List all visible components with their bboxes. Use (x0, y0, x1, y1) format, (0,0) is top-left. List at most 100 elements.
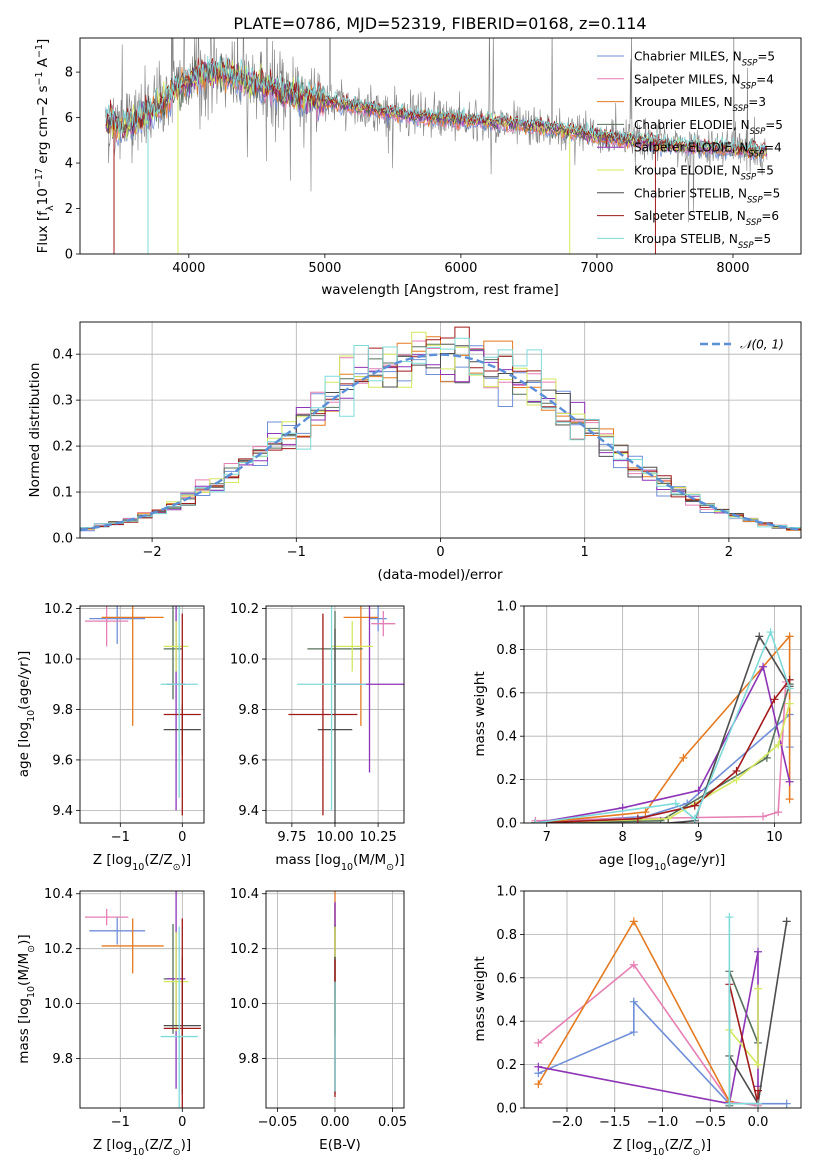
age_vs_Z-axes: −1 0 9.4 9.6 9.8 10.0 10.2 (44, 602, 205, 845)
mass_weight_vs_age-ylabel: mass weight (472, 671, 488, 756)
xtick-label: −2 (143, 545, 162, 560)
ytick-label: 0.2 (52, 440, 73, 455)
xtick-label: 0.0 (748, 1115, 769, 1130)
age_vs_Z-ylabel: age [log10(age/yr)] (16, 651, 37, 777)
weight-series-6 (535, 634, 791, 823)
weight-marker (534, 1080, 543, 1089)
weight-marker (782, 917, 791, 926)
ytick-label: 10.2 (44, 942, 73, 957)
histogram-xlabel: (data-model)/error (377, 567, 503, 583)
ytick-label: 10.2 (230, 602, 259, 617)
weight-marker (755, 632, 764, 641)
weight-marker (679, 753, 688, 762)
histogram-series-7 (80, 326, 801, 533)
ytick-label: 0.3 (52, 394, 73, 409)
ytick-label: 10.4 (230, 887, 259, 902)
xtick-label: 7000 (580, 261, 613, 276)
residuals-axes: −2 −1 0 1 2 0.0 0.1 0.2 0.3 0.4 (52, 321, 802, 560)
xtick-label: 0 (178, 1115, 186, 1130)
ytick-label: 0.4 (496, 1015, 517, 1030)
ytick-label: 1.0 (496, 885, 517, 900)
xtick-label: 10.00 (316, 830, 353, 845)
weight-marker (690, 814, 699, 823)
ytick-label: 0.8 (496, 643, 517, 658)
weight-marker (785, 632, 794, 641)
mass_vs_ebv-frame (265, 890, 405, 1109)
weight-marker (766, 628, 775, 637)
weight-marker (694, 786, 703, 795)
ytick-label: 9.4 (238, 804, 259, 819)
ytick-label: 9.8 (238, 1052, 259, 1067)
legend-label: Chabrier STELIB, NSSP=5 (634, 186, 780, 205)
age_vs_mass-frame (265, 605, 405, 824)
xtick-label: 1 (581, 545, 589, 560)
weight-series-8 (728, 917, 758, 1105)
age_vs_Z-frame (79, 605, 205, 824)
age_vs_Z-plot-area (84, 606, 201, 816)
weight-marker (754, 947, 763, 956)
ytick-label: 0.1 (52, 486, 73, 501)
ytick-label: 0.0 (496, 1102, 517, 1117)
figure-title: PLATE=0786, MJD=52319, FIBERID=0168, z=0… (233, 14, 646, 33)
xtick-label: 7 (543, 830, 551, 845)
ytick-label: 0.4 (52, 348, 73, 363)
residuals-plot-area (80, 326, 801, 533)
xtick-label: −0.05 (258, 1115, 298, 1130)
weight-series-1 (537, 963, 759, 1107)
xtick-label: −1 (111, 1115, 130, 1130)
ytick-label: 0.4 (496, 730, 517, 745)
xtick-label: −1 (287, 545, 306, 560)
ytick-label: 10.2 (44, 602, 73, 617)
spectrum-axes: 4000 5000 6000 7000 8000 0 2 4 6 8 (65, 37, 802, 276)
weight-marker (759, 662, 768, 671)
weight-marker (770, 695, 779, 704)
weight-marker (664, 819, 673, 823)
mass_weight_vs_Z-plot-area (534, 913, 791, 1108)
legend-label: Kroupa STELIB, NSSP=5 (634, 232, 771, 251)
ytick-label: 0.0 (496, 817, 517, 832)
weight-marker (785, 777, 794, 786)
weight-marker (690, 801, 699, 810)
mass_weight_vs_Z-ylabel: mass weight (472, 956, 488, 1041)
ytick-label: 4 (65, 157, 73, 172)
legend-label: Kroupa MILES, NSSP=3 (634, 95, 766, 114)
mass_vs_Z-axes: −1 0 9.8 10.0 10.2 10.4 (44, 887, 205, 1130)
weight-marker (785, 795, 794, 804)
xtick-label: 10 (766, 830, 783, 845)
histogram-series-8 (80, 337, 801, 532)
weight-marker (785, 699, 794, 708)
weight-marker (629, 917, 638, 926)
weight-series-7 (535, 679, 791, 823)
ytick-label: 10.4 (44, 887, 73, 902)
weight-marker (629, 960, 638, 969)
ytick-label: 0.2 (496, 773, 517, 788)
ytick-label: 10.0 (230, 997, 259, 1012)
ytick-label: 9.8 (238, 703, 259, 718)
ytick-label: 1.0 (496, 600, 517, 615)
ytick-label: 6 (65, 111, 73, 126)
weight-series-4 (535, 664, 791, 823)
legend-label-gaussian: 𝒩(0, 1) (740, 338, 784, 352)
weight-marker (629, 997, 638, 1006)
mass_vs_Z-frame (79, 890, 205, 1109)
mass_vs_ebv-axes: −0.05 0.00 0.05 9.8 10.0 10.2 10.4 (230, 887, 407, 1130)
spectrum-ylabel: Flux [fλ10−17 erg cm−2 s−1 A−1] (34, 39, 56, 254)
weight-marker (774, 740, 783, 749)
ytick-label: 0 (65, 248, 73, 263)
histogram-ylabel: Normed distribution (27, 363, 43, 498)
weight-marker (754, 1099, 763, 1108)
residuals-frame (79, 321, 802, 539)
xtick-label: 4000 (172, 261, 205, 276)
mass_weight_vs_age-xlabel: age [log10(age/yr)] (599, 852, 725, 873)
ytick-label: 9.6 (238, 753, 259, 768)
weight-marker (774, 808, 783, 817)
weight-series-0 (535, 712, 791, 823)
weight-series-7 (728, 984, 759, 1104)
mass_weight_vs_age-frame (523, 605, 802, 824)
weight-marker (534, 1062, 543, 1071)
xtick-label: 9 (694, 830, 702, 845)
mass_weight_vs_age-plot-area (531, 628, 794, 823)
ytick-label: 9.8 (52, 1052, 73, 1067)
legend-label: Chabrier ELODIE, NSSP=5 (634, 118, 783, 137)
